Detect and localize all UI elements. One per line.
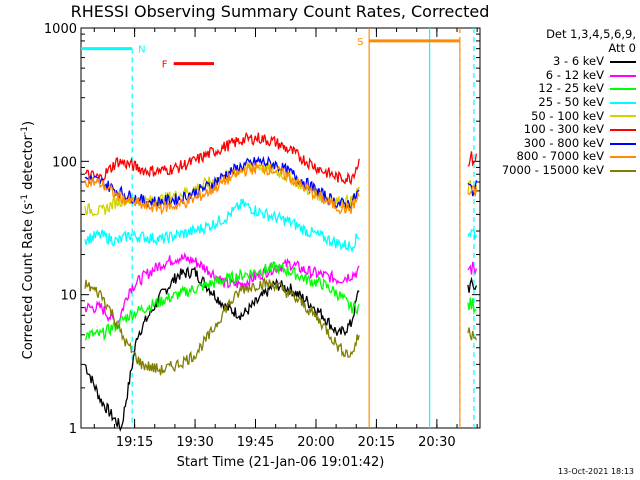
x-tick-label: 19:30 xyxy=(176,435,213,450)
marker-label: S xyxy=(357,37,363,48)
series-line-post-gap xyxy=(467,185,478,197)
series-line-post-gap xyxy=(467,180,478,197)
series-line xyxy=(84,277,360,376)
y-tick-label: 10 xyxy=(60,289,77,304)
x-tick-label: 20:15 xyxy=(358,435,395,450)
x-tick-label: 20:00 xyxy=(297,435,334,450)
legend-entry-label: 3 - 6 keV xyxy=(553,54,604,69)
y-tick-label: 100 xyxy=(52,155,77,170)
series-line-post-gap xyxy=(467,276,478,293)
marker-label: N xyxy=(138,45,145,56)
timestamp: 13-Oct-2021 18:13 xyxy=(558,467,634,476)
series-line-post-gap xyxy=(467,297,477,315)
legend-entry-label: 50 - 100 keV xyxy=(531,108,604,123)
series-line xyxy=(84,198,360,254)
legend-swatch xyxy=(610,142,636,145)
chart-title: RHESSI Observing Summary Count Rates, Co… xyxy=(70,2,490,21)
legend-entry: 12 - 25 keV xyxy=(502,82,636,96)
legend-entry: 800 - 7000 keV xyxy=(502,150,636,164)
y-tick-label: 1 xyxy=(69,422,77,437)
legend-entry: 50 - 100 keV xyxy=(502,108,636,124)
legend-entry-label: 300 - 800 keV xyxy=(523,135,604,150)
x-axis-title: Start Time (21-Jan-06 19:01:42) xyxy=(176,455,385,470)
y-tick-label: 1000 xyxy=(44,22,77,37)
plot-frame xyxy=(80,27,481,429)
legend-header-line-2: Att 0 xyxy=(608,40,636,55)
legend-entry: 3 - 6 keV xyxy=(502,55,636,69)
legend-swatch xyxy=(610,60,636,63)
legend: Det 1,3,4,5,6,9, Att 0 3 - 6 keV 6 - 12 k… xyxy=(502,27,636,178)
series-line-post-gap xyxy=(467,327,478,341)
legend-swatch xyxy=(610,88,636,91)
legend-entry: 300 - 800 keV xyxy=(502,135,636,151)
legend-entry-label: 6 - 12 keV xyxy=(545,67,604,82)
series-line-post-gap xyxy=(467,261,478,276)
legend-entry-label: 800 - 7000 keV xyxy=(516,149,604,164)
series-line xyxy=(84,155,360,211)
legend-header-line-1: Det 1,3,4,5,6,9, xyxy=(546,27,636,41)
legend-entry-label: 100 - 300 keV xyxy=(523,122,604,137)
legend-swatch xyxy=(610,169,636,172)
legend-swatch xyxy=(610,101,636,104)
x-tick-label: 20:30 xyxy=(418,435,455,450)
x-tick-label: 19:15 xyxy=(116,435,153,450)
legend-entry: 100 - 300 keV xyxy=(502,123,636,137)
legend-entry: 7000 - 15000 keV xyxy=(501,162,636,178)
legend-entry-label: 25 - 50 keV xyxy=(538,94,604,109)
legend-entry-label: 7000 - 15000 keV xyxy=(501,162,604,177)
x-tick-label: 19:45 xyxy=(237,435,274,450)
series-line xyxy=(84,162,360,216)
series-line-post-gap xyxy=(467,228,478,240)
marker-label: F xyxy=(162,60,168,71)
legend-entry: 6 - 12 keV xyxy=(502,67,636,83)
series-line xyxy=(84,260,360,341)
legend-swatch xyxy=(610,74,636,77)
series-line xyxy=(84,266,360,432)
series-line-post-gap xyxy=(467,151,478,167)
series-line xyxy=(84,251,360,329)
legend-swatch xyxy=(610,156,636,159)
legend-entry: 25 - 50 keV xyxy=(502,94,636,110)
legend-swatch xyxy=(610,128,636,131)
legend-rows: 3 - 6 keV 6 - 12 keV 12 - 25 keV 25 - 50 ke… xyxy=(502,55,636,177)
series-line xyxy=(84,131,360,186)
legend-swatch xyxy=(610,115,636,118)
legend-entry-label: 12 - 25 keV xyxy=(538,81,604,96)
